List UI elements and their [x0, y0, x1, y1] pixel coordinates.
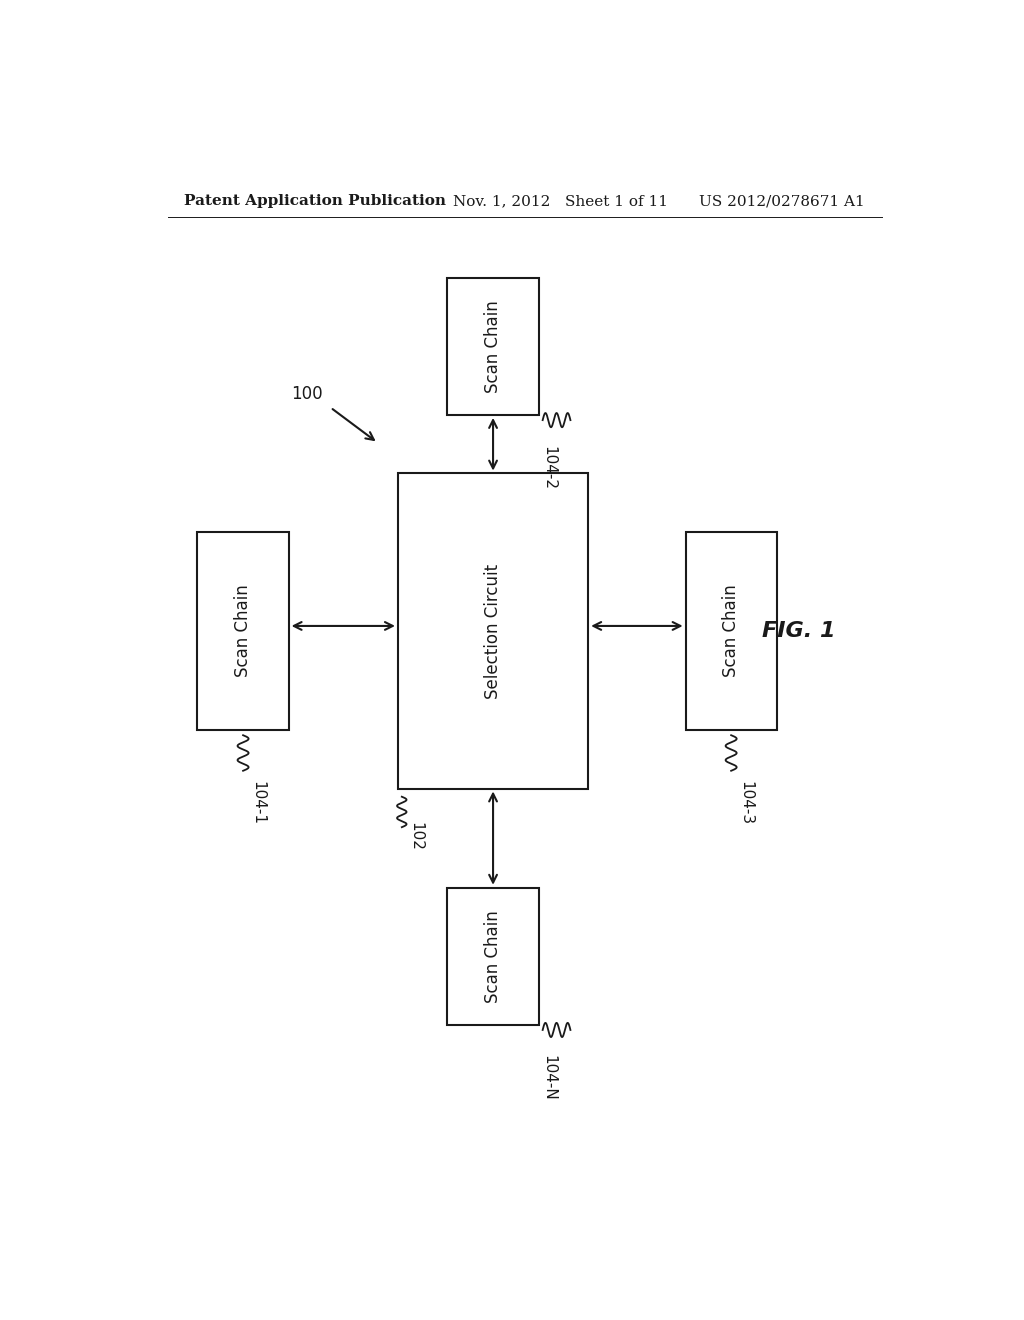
Text: 100: 100	[291, 385, 323, 403]
Bar	[447, 277, 539, 414]
Text: 104-2: 104-2	[542, 446, 556, 490]
Text: Scan Chain: Scan Chain	[484, 300, 502, 393]
Text: 104-3: 104-3	[738, 781, 753, 825]
Text: Nov. 1, 2012   Sheet 1 of 11: Nov. 1, 2012 Sheet 1 of 11	[454, 194, 669, 209]
Text: Scan Chain: Scan Chain	[234, 585, 252, 677]
Text: 104-N: 104-N	[542, 1056, 556, 1101]
Bar	[198, 532, 289, 730]
Bar	[685, 532, 777, 730]
Bar	[447, 887, 539, 1024]
Text: US 2012/0278671 A1: US 2012/0278671 A1	[699, 194, 865, 209]
Text: Scan Chain: Scan Chain	[484, 909, 502, 1003]
Text: 104-1: 104-1	[250, 781, 265, 825]
Text: Selection Circuit: Selection Circuit	[484, 564, 502, 698]
Text: Patent Application Publication: Patent Application Publication	[183, 194, 445, 209]
Bar	[397, 474, 588, 788]
Text: FIG. 1: FIG. 1	[762, 620, 836, 642]
Text: Scan Chain: Scan Chain	[722, 585, 740, 677]
Text: 102: 102	[409, 822, 424, 851]
